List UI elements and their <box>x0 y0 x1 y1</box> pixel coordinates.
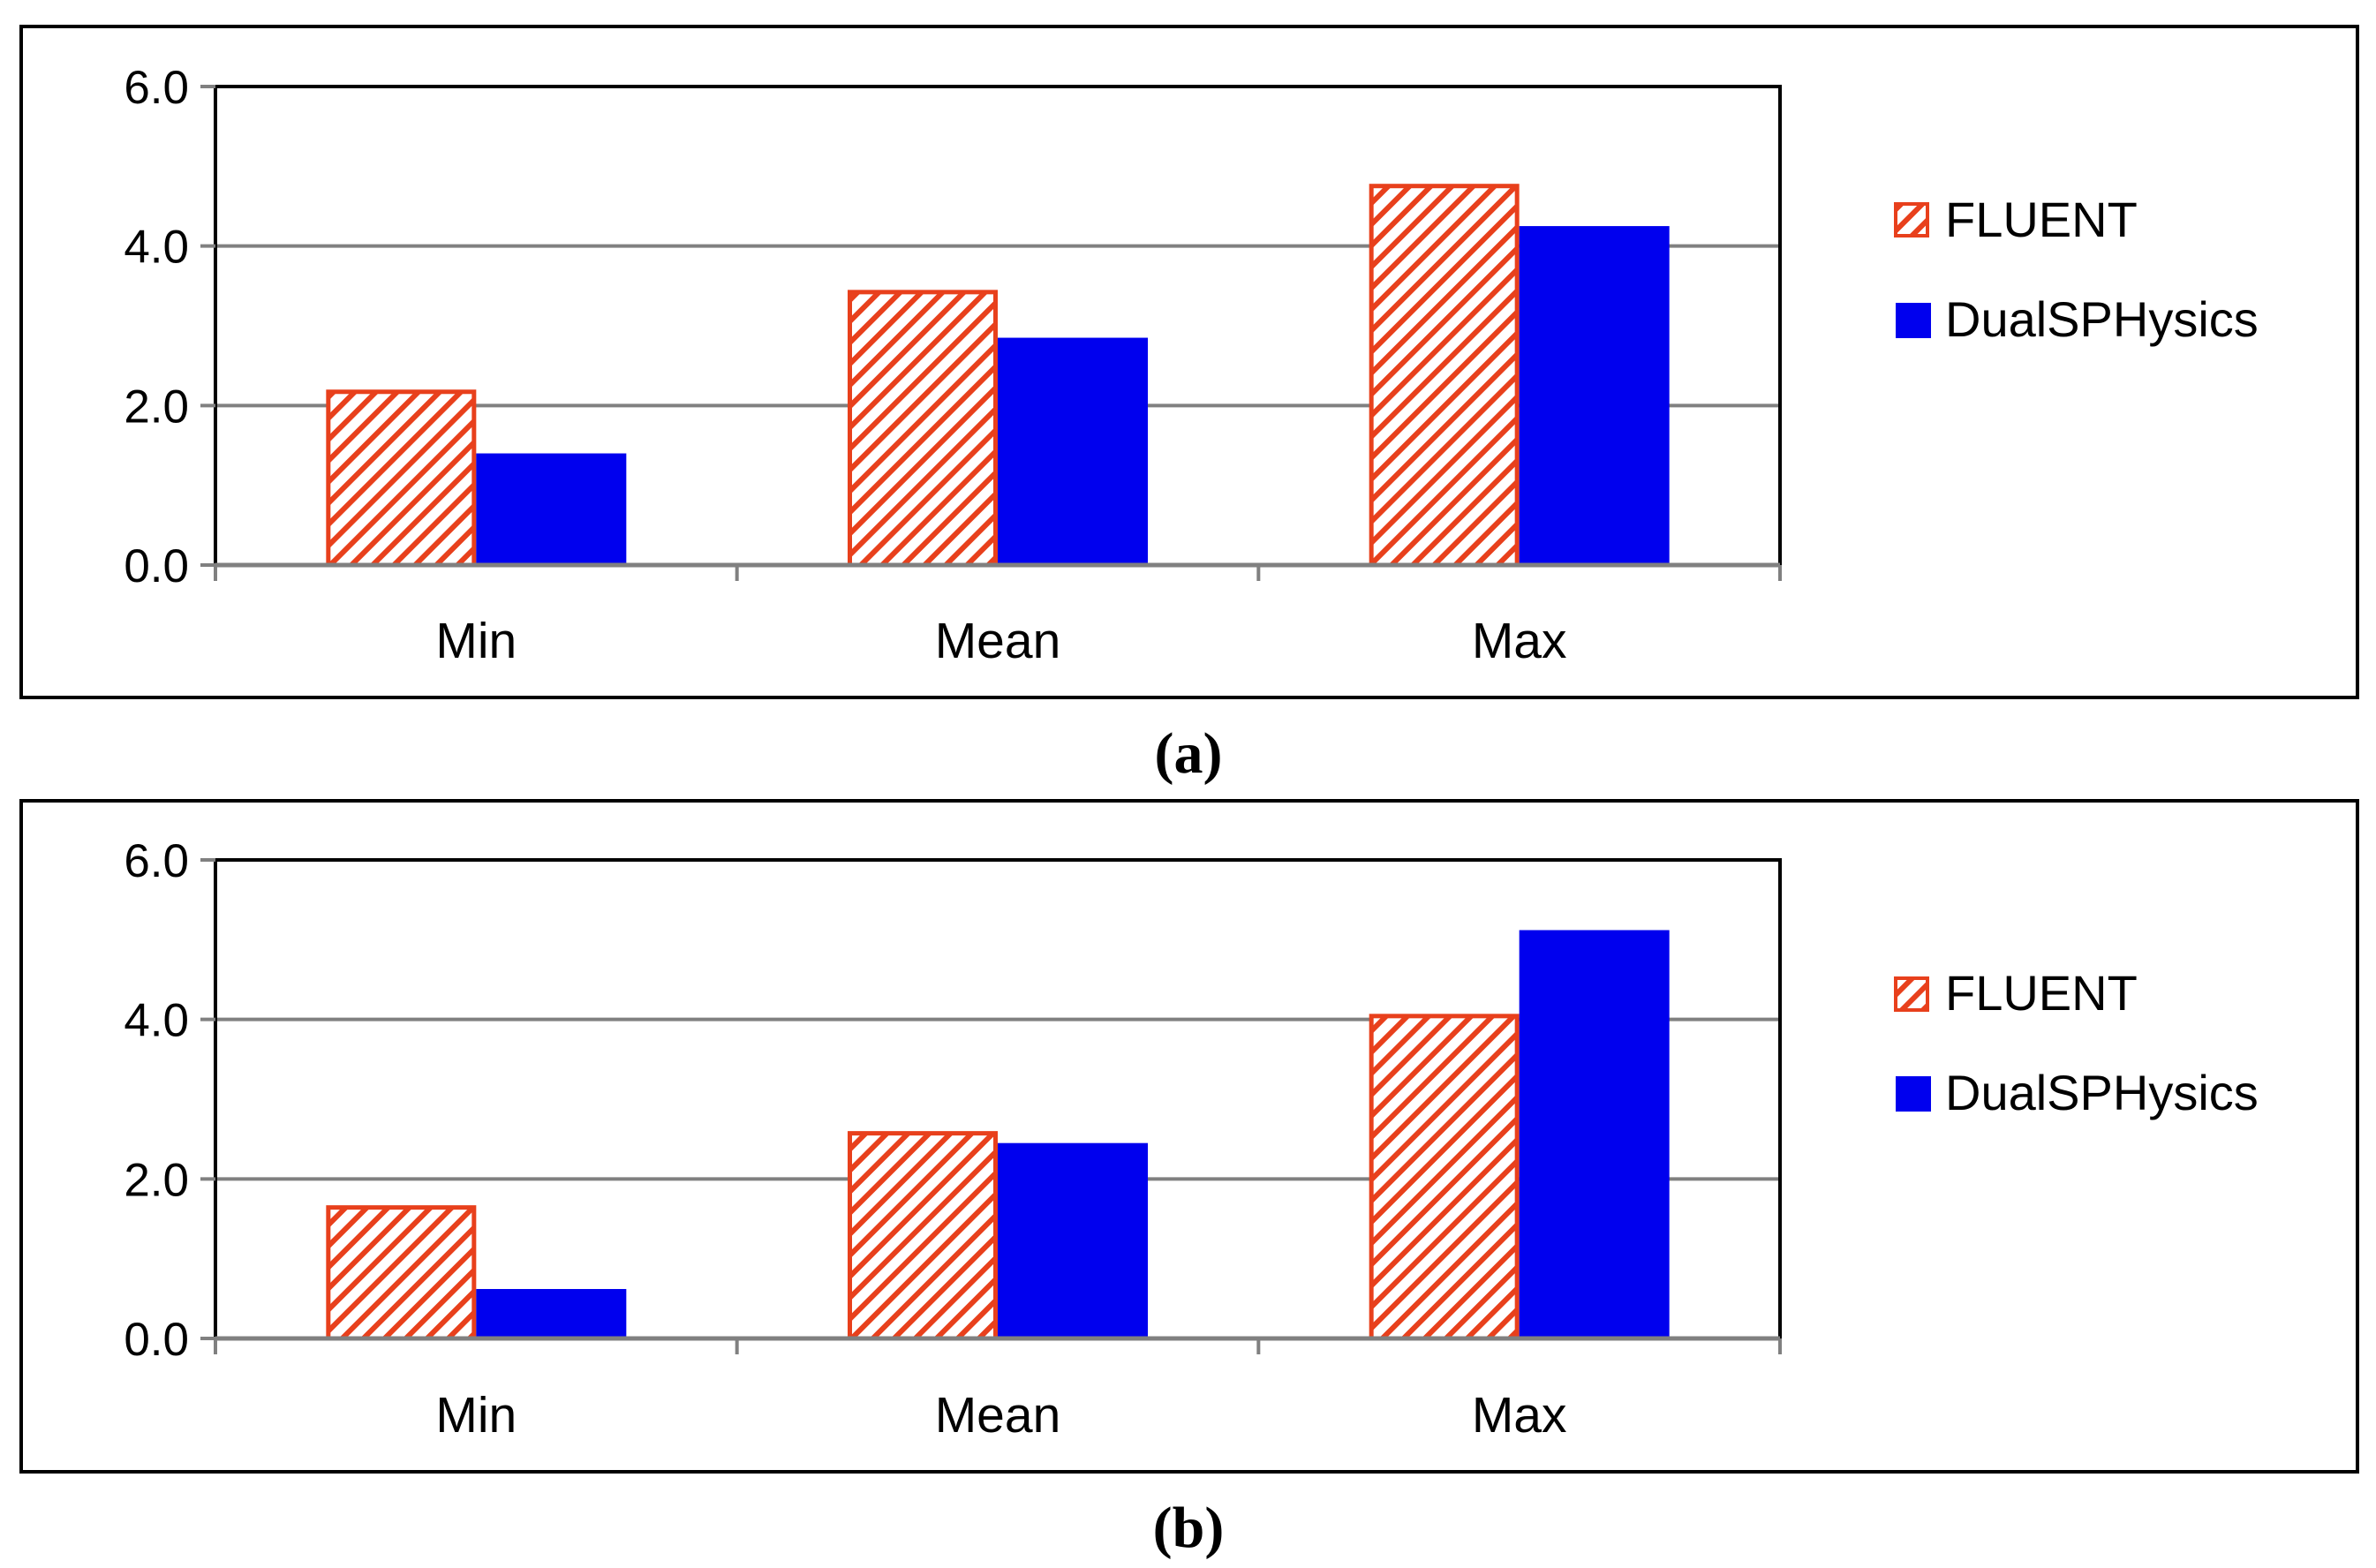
x-tick-label: Max <box>1472 613 1567 669</box>
chart-panel-a: 0.0 2.0 4.0 6.0 Min Mean Max FLUENT DualSPHysi… <box>19 25 2359 699</box>
bar-dualsphysics-min <box>476 1288 627 1338</box>
legend-swatch-dualsphysics <box>1896 1076 1931 1112</box>
legend-label-fluent: FLUENT <box>1945 965 2138 1021</box>
x-tick-label: Min <box>435 1387 517 1444</box>
y-tick-label: 2.0 <box>124 381 189 433</box>
y-tick-label: 0.0 <box>124 1314 189 1366</box>
legend-swatch-dualsphysics <box>1896 303 1931 338</box>
x-tick-label: Mean <box>935 1387 1061 1444</box>
legend: FLUENT DualSPHysics <box>1894 192 2259 347</box>
legend-label-fluent: FLUENT <box>1945 192 2138 247</box>
legend: FLUENT DualSPHysics <box>1894 965 2259 1120</box>
x-tick-label: Mean <box>935 613 1061 669</box>
bar-fluent-max <box>1369 184 1520 568</box>
bar-dualsphysics-max <box>1519 930 1670 1338</box>
legend-swatch-fluent <box>1894 976 1929 1012</box>
bar-dualsphysics-max <box>1519 226 1670 565</box>
caption-b: (b) <box>1153 1496 1225 1560</box>
chart-panel-b: 0.0 2.0 4.0 6.0 Min Mean Max FLUENT DualSPHysi… <box>19 799 2359 1474</box>
legend-swatch-fluent <box>1894 202 1929 237</box>
x-tick-label: Min <box>435 613 517 669</box>
y-tick-label: 2.0 <box>124 1154 189 1206</box>
bar-dualsphysics-min <box>476 453 627 565</box>
chart-frame <box>19 799 2359 1474</box>
bar-fluent-min <box>326 1205 477 1341</box>
y-tick-label: 4.0 <box>124 222 189 274</box>
chart-frame <box>19 25 2359 699</box>
y-tick-label: 6.0 <box>124 835 189 887</box>
legend-label-dualsphysics: DualSPHysics <box>1945 291 2259 347</box>
bar-fluent-mean <box>848 290 998 568</box>
x-tick-label: Max <box>1472 1387 1567 1444</box>
y-tick-label: 4.0 <box>124 995 189 1047</box>
legend-label-dualsphysics: DualSPHysics <box>1945 1065 2259 1120</box>
bar-dualsphysics-mean <box>998 337 1148 565</box>
y-tick-label: 0.0 <box>124 540 189 592</box>
y-tick-label: 6.0 <box>124 62 189 114</box>
bar-fluent-max <box>1369 1014 1520 1341</box>
caption-a: (a) <box>1155 721 1223 786</box>
bar-fluent-min <box>326 389 477 568</box>
bar-fluent-mean <box>848 1131 998 1341</box>
bar-dualsphysics-mean <box>998 1142 1148 1338</box>
